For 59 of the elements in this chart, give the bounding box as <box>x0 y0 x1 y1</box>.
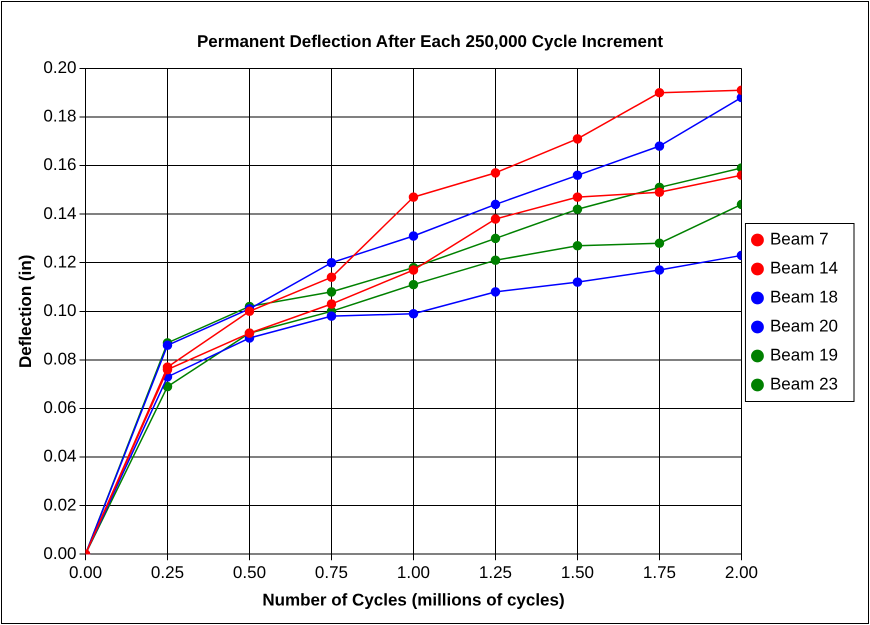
point <box>572 170 582 180</box>
point <box>572 240 582 250</box>
point <box>244 306 254 316</box>
point <box>408 231 418 241</box>
x-tick-label: 0.25 <box>150 563 184 582</box>
legend-label: Beam 20 <box>770 316 838 336</box>
point <box>654 188 664 198</box>
x-tick-label: 1.50 <box>560 563 594 582</box>
legend-label: Beam 14 <box>770 258 838 278</box>
point <box>490 256 500 266</box>
x-axis-title: Number of Cycles (millions of cycles) <box>262 590 565 610</box>
legend-label: Beam 7 <box>770 230 829 249</box>
point <box>326 311 336 321</box>
point <box>490 214 500 224</box>
y-tick-label: 0.04 <box>43 446 76 466</box>
x-tick-label: 2.00 <box>724 563 758 582</box>
legend-label: Beam 23 <box>770 374 838 394</box>
point <box>162 340 172 350</box>
chart-title: Permanent Deflection After Each 250,000 Cycle Increment <box>196 32 664 51</box>
point <box>326 258 336 268</box>
legend-label: Beam 19 <box>770 346 838 365</box>
x-tick-label: 1.75 <box>642 563 676 582</box>
point <box>490 234 500 244</box>
y-tick-label: 0.06 <box>43 398 76 418</box>
y-tick-label: 0.12 <box>43 252 76 272</box>
y-tick-label: 0.02 <box>43 495 76 514</box>
point <box>408 192 418 202</box>
x-tick-label: 0.75 <box>314 563 348 582</box>
y-axis-title: Deflection (in) <box>16 254 35 368</box>
y-tick-label: 0.10 <box>43 300 76 320</box>
point <box>490 168 500 178</box>
point <box>326 272 336 282</box>
point <box>654 88 664 98</box>
y-tick-label: 0.16 <box>43 155 76 174</box>
point <box>572 192 582 202</box>
point <box>490 287 500 297</box>
y-tick-label: 0.08 <box>43 350 76 369</box>
x-tick-label: 0.00 <box>68 563 102 582</box>
point <box>162 382 172 392</box>
point <box>654 265 664 275</box>
legend-label: Beam 18 <box>770 288 838 307</box>
point <box>654 141 664 151</box>
y-tick-label: 0.20 <box>43 58 76 78</box>
point <box>572 204 582 214</box>
x-tick-label: 0.50 <box>232 563 266 582</box>
point <box>326 287 336 297</box>
point <box>408 308 418 318</box>
point <box>326 299 336 309</box>
y-tick-label: 0.18 <box>43 106 76 126</box>
point <box>408 265 418 275</box>
y-tick-label: 0.14 <box>43 204 76 223</box>
x-tick-label: 1.00 <box>396 563 430 582</box>
point <box>654 238 664 248</box>
point <box>572 277 582 287</box>
point <box>572 134 582 144</box>
point <box>490 200 500 210</box>
x-tick-label: 1.25 <box>478 563 512 582</box>
y-tick-label: 0.00 <box>43 544 76 563</box>
point <box>408 280 418 290</box>
